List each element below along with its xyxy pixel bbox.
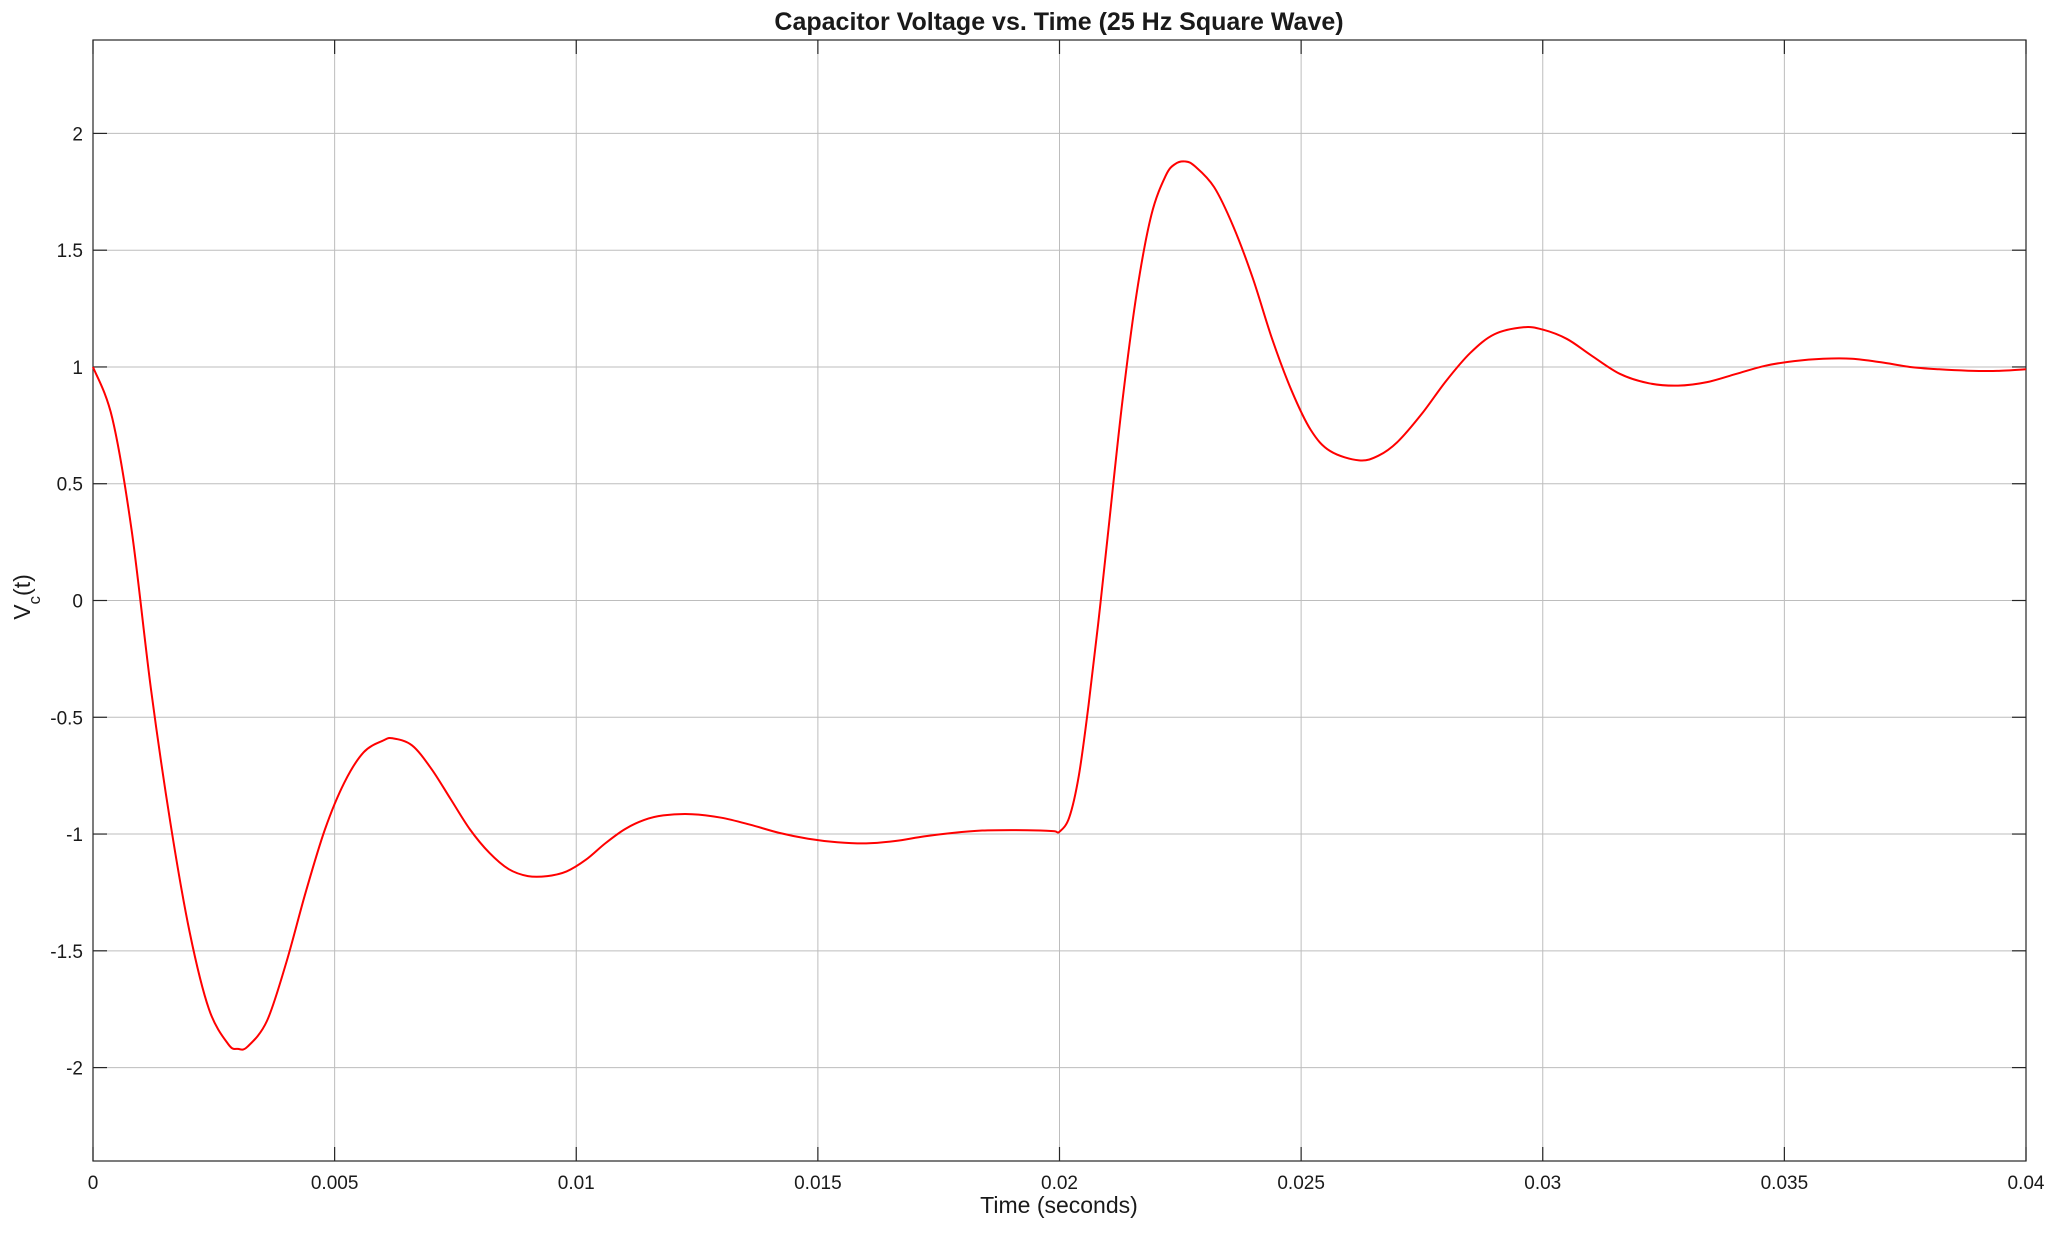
label-layer: 0 0.005 0.01 0.015 0.02 0.025 0.03 0.035 0.04 -2 -… bbox=[50, 124, 2045, 1194]
x-axis-title: Time (seconds) bbox=[980, 1192, 1138, 1218]
x-tick-label: 0.015 bbox=[794, 1173, 842, 1194]
series-layer bbox=[92, 160, 2027, 1051]
y-tick-label: 1 bbox=[72, 358, 83, 379]
x-tick-label: 0.035 bbox=[1761, 1173, 1809, 1194]
y-tick-label: 1.5 bbox=[57, 241, 83, 262]
chart-title: Capacitor Voltage vs. Time (25 Hz Square… bbox=[774, 8, 1343, 36]
tick-layer bbox=[92, 40, 2027, 1161]
series-line-0 bbox=[92, 160, 2027, 1051]
y-tick-label: 0.5 bbox=[57, 475, 83, 496]
x-tick-label: 0.01 bbox=[558, 1173, 595, 1194]
y-axis-title-suffix: (t) bbox=[9, 574, 35, 596]
plot-frame bbox=[92, 39, 2027, 1162]
y-tick-label: 2 bbox=[72, 124, 83, 145]
y-axis-title-subscript: c bbox=[25, 595, 44, 604]
y-tick-label: 0 bbox=[72, 592, 83, 613]
y-axis-title-base: V bbox=[9, 604, 35, 620]
x-tick-label: 0.025 bbox=[1277, 1173, 1325, 1194]
x-tick-label: 0.03 bbox=[1524, 1173, 1561, 1194]
x-tick-label: 0.02 bbox=[1041, 1173, 1078, 1194]
x-tick-label: 0.005 bbox=[311, 1173, 359, 1194]
y-tick-label: -2 bbox=[66, 1059, 83, 1080]
y-axis-title: Vc(t) bbox=[9, 574, 44, 620]
y-tick-label: -1 bbox=[66, 825, 83, 846]
y-tick-label: -1.5 bbox=[50, 942, 83, 963]
grid-layer bbox=[92, 40, 2027, 1161]
x-tick-label: 0.04 bbox=[2008, 1173, 2045, 1194]
x-tick-label: 0 bbox=[88, 1173, 99, 1194]
y-tick-label: -0.5 bbox=[50, 708, 83, 729]
